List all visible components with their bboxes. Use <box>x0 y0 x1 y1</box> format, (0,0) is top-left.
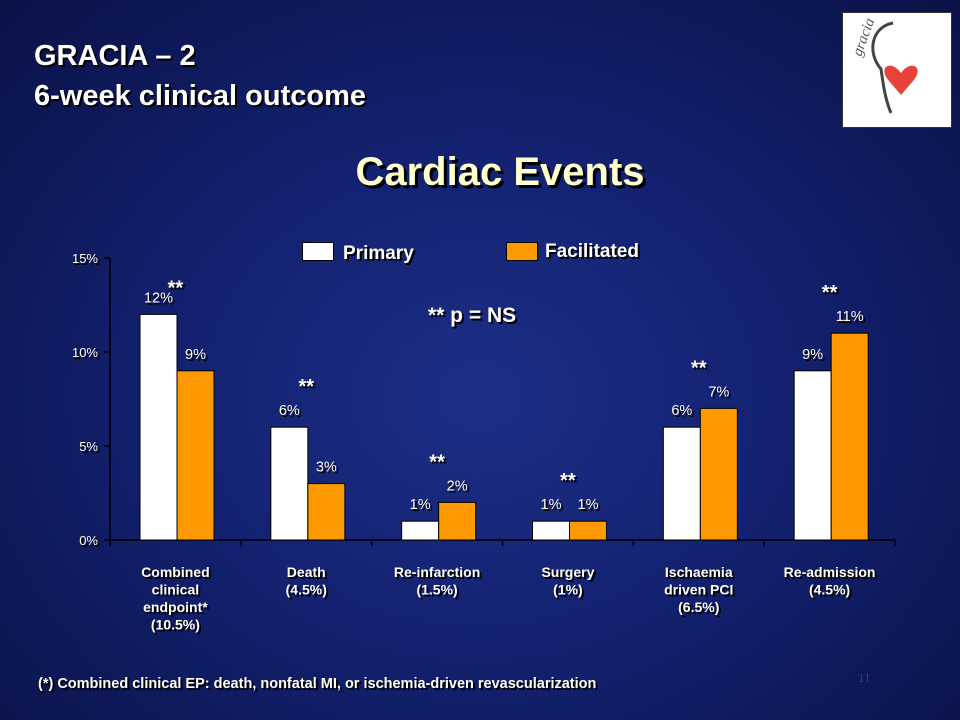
data-label-facilitated: 9% <box>185 347 206 363</box>
x-category-label-shadow: (6.5%) <box>680 601 721 617</box>
significance-marker: ** <box>168 277 184 299</box>
bar-facilitated <box>438 501 477 541</box>
significance-marker-shadow: ** <box>431 453 447 475</box>
title-line-2: 6-week clinical outcome <box>34 80 367 112</box>
x-category-label: Death <box>287 564 326 580</box>
legend-label-facilitated: Facilitated <box>545 241 639 262</box>
data-label-primary: 6% <box>671 403 692 419</box>
legend-swatch-primary <box>302 242 334 261</box>
data-label-primary: 12% <box>144 290 173 306</box>
data-label-facilitated-shadow: 7% <box>710 386 731 402</box>
x-category-label: (4.5%) <box>809 582 850 598</box>
y-tick-label: 10% <box>72 345 98 360</box>
data-label-facilitated: 11% <box>836 309 864 325</box>
x-category-label: Re-admission <box>784 564 876 580</box>
significance-note: ** p = NS <box>428 304 517 327</box>
bar-primary <box>401 520 440 541</box>
significance-marker-shadow: ** <box>693 359 709 381</box>
x-category-label: Re-infarction <box>394 564 480 580</box>
heart-logo-icon: gracia <box>850 16 918 114</box>
x-category-label: Surgery <box>541 564 594 580</box>
x-category-label-shadow: Re-admission <box>786 566 878 582</box>
y-tick-label-shadow: 5% <box>81 441 100 456</box>
data-label-facilitated-shadow: 1% <box>580 499 601 515</box>
gracia-logo: gracia <box>842 12 952 128</box>
data-label-facilitated-shadow: 3% <box>318 462 339 478</box>
data-label-primary-shadow: 1% <box>412 499 433 515</box>
bar-primary <box>532 520 570 541</box>
data-label-primary: 6% <box>279 403 300 419</box>
significance-marker-shadow: ** <box>562 472 578 494</box>
slide-number: 11 <box>858 670 871 685</box>
x-category-label-shadow: clinical <box>154 584 201 600</box>
x-category-label: (6.5%) <box>678 599 719 615</box>
x-category-label: (10.5%) <box>151 617 200 633</box>
x-category-label: Combined <box>141 564 209 580</box>
bar-facilitated <box>569 520 607 541</box>
bar-facilitated <box>176 370 215 541</box>
x-category-label-shadow: (10.5%) <box>153 619 202 635</box>
data-label-facilitated: 1% <box>578 497 599 513</box>
data-label-primary-shadow: 6% <box>281 405 302 421</box>
data-label-facilitated-shadow: 11% <box>838 311 866 327</box>
x-category-label: Ischaemia <box>665 564 733 580</box>
bar-primary <box>662 426 701 541</box>
y-tick-label-shadow: 10% <box>74 347 100 362</box>
data-label-primary: 1% <box>541 497 562 513</box>
data-label-facilitated: 7% <box>708 384 729 400</box>
data-label-facilitated-shadow: 2% <box>449 480 470 496</box>
data-label-primary-shadow: 1% <box>543 499 564 515</box>
significance-marker-shadow: ** <box>824 284 840 306</box>
y-tick-label: 0% <box>79 533 98 548</box>
x-category-label: (1%) <box>553 582 583 598</box>
x-category-label: endpoint* <box>143 599 208 615</box>
bar-facilitated <box>830 332 869 541</box>
x-category-label-shadow: driven PCI <box>666 584 735 600</box>
y-tick-label: 15% <box>72 251 98 266</box>
bar-facilitated <box>699 407 738 541</box>
significance-marker-shadow: ** <box>170 279 186 301</box>
data-label-primary-shadow: 6% <box>673 405 694 421</box>
significance-marker: ** <box>691 357 707 379</box>
x-category-label: (4.5%) <box>286 582 327 598</box>
data-label-primary: 9% <box>802 347 823 363</box>
significance-marker: ** <box>822 282 838 304</box>
bar-primary <box>270 426 309 541</box>
bar-facilitated <box>307 483 346 541</box>
x-category-label-shadow: endpoint* <box>145 601 210 617</box>
legend-swatch-facilitated <box>506 242 538 261</box>
y-tick-label: 5% <box>79 439 98 454</box>
x-category-label-shadow: Surgery <box>543 566 596 582</box>
x-category-label-shadow: (4.5%) <box>811 584 852 600</box>
title-line-1: GRACIA – 2 <box>34 40 196 72</box>
data-label-primary-shadow: 12% <box>146 292 175 308</box>
y-tick-label-shadow: 0% <box>81 535 100 550</box>
bar-primary <box>793 370 832 541</box>
x-category-label-shadow: Combined <box>143 566 211 582</box>
data-label-facilitated: 3% <box>316 460 337 476</box>
x-category-label-shadow: Ischaemia <box>667 566 735 582</box>
x-category-label: driven PCI <box>664 582 733 598</box>
chart-heading: Cardiac Events <box>355 150 645 194</box>
x-category-label-shadow: (4.5%) <box>288 584 329 600</box>
footnote: (*) Combined clinical EP: death, nonfata… <box>38 676 597 692</box>
data-label-primary-shadow: 9% <box>804 349 825 365</box>
significance-marker: ** <box>429 451 445 473</box>
data-label-facilitated: 2% <box>447 478 468 494</box>
x-category-label: clinical <box>152 582 199 598</box>
bar-primary <box>139 313 178 541</box>
data-label-facilitated-shadow: 9% <box>187 349 208 365</box>
x-category-label-shadow: (1.5%) <box>418 584 459 600</box>
significance-marker: ** <box>560 470 576 492</box>
significance-marker: ** <box>298 376 314 398</box>
data-label-primary: 1% <box>410 497 431 513</box>
x-category-label: (1.5%) <box>416 582 457 598</box>
x-category-label-shadow: Re-infarction <box>396 566 482 582</box>
x-category-label-shadow: Death <box>289 566 328 582</box>
legend-label-primary: Primary <box>343 243 414 264</box>
y-tick-label-shadow: 15% <box>74 253 100 268</box>
significance-marker-shadow: ** <box>300 378 316 400</box>
x-category-label-shadow: (1%) <box>555 584 585 600</box>
